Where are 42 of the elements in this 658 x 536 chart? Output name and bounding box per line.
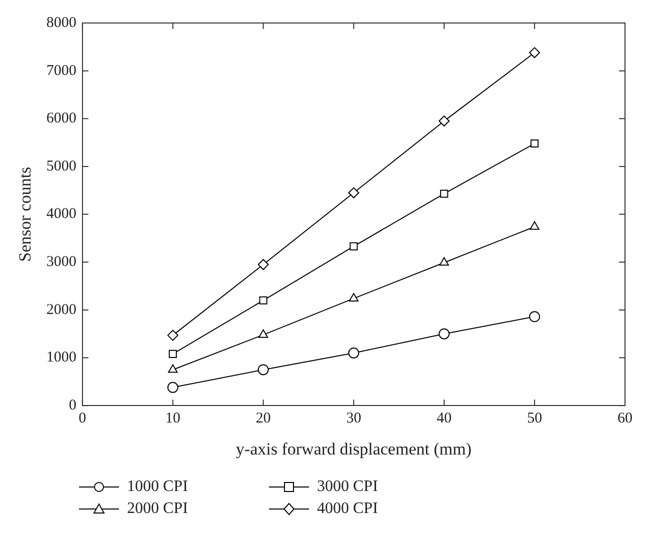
y-tick-label: 8000 xyxy=(46,14,76,31)
point xyxy=(258,364,269,376)
point xyxy=(348,187,360,198)
x-tick-label: 10 xyxy=(165,410,180,427)
y-tick-label: 3000 xyxy=(46,254,76,270)
point xyxy=(168,364,178,373)
point xyxy=(439,257,449,266)
point xyxy=(438,116,450,127)
y-axis-title: Sensor counts xyxy=(16,166,35,262)
y-tick-label: 6000 xyxy=(46,110,76,127)
x-axis-title: y-axis forward displacement (mm) xyxy=(236,439,472,458)
x-tick-label: 50 xyxy=(527,410,542,427)
point xyxy=(350,242,358,250)
legend-label: 4000 CPI xyxy=(317,500,378,518)
point xyxy=(168,350,177,358)
point xyxy=(258,329,268,338)
point xyxy=(440,190,448,198)
x-tick-label: 60 xyxy=(618,410,632,427)
x-tick-label: 0 xyxy=(78,410,86,427)
y-tick-label: 2000 xyxy=(46,302,76,318)
y-tick-label: 0 xyxy=(68,398,76,414)
point xyxy=(529,47,540,58)
y-tick-label: 1000 xyxy=(46,350,76,366)
legend-label: 3000 CPI xyxy=(317,478,378,496)
point xyxy=(530,139,539,148)
point xyxy=(438,328,450,340)
x-tick-label: 20 xyxy=(256,410,271,427)
y-tick-label: 5000 xyxy=(46,158,76,174)
legend-label: 1000 CPI xyxy=(127,478,188,496)
point xyxy=(259,296,268,304)
point xyxy=(167,382,178,393)
x-tick-label: 40 xyxy=(436,410,452,427)
point xyxy=(530,221,540,230)
y-tick-label: 4000 xyxy=(46,206,76,222)
point xyxy=(529,311,540,322)
point xyxy=(167,330,178,341)
point xyxy=(258,259,269,270)
x-tick-label: 30 xyxy=(346,410,362,427)
legend-label: 2000 CPI xyxy=(127,500,188,518)
point xyxy=(348,292,359,302)
y-tick-label: 7000 xyxy=(46,62,76,79)
point xyxy=(348,347,360,358)
